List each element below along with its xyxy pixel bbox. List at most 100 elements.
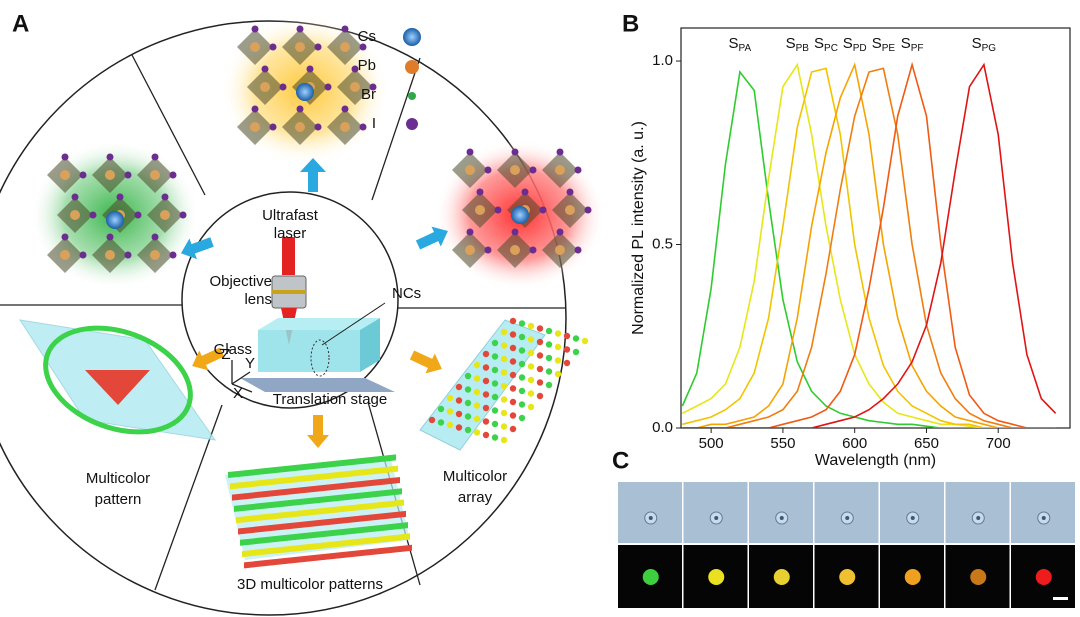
particle-core xyxy=(910,516,915,520)
x-axis-title: Wavelength (nm) xyxy=(815,452,936,469)
stripe xyxy=(236,499,404,524)
atom xyxy=(341,105,349,113)
label: Glass xyxy=(214,341,252,358)
stripe xyxy=(240,522,408,546)
label: NCs xyxy=(392,285,421,302)
arrow xyxy=(180,237,214,260)
particle-core xyxy=(1041,516,1046,520)
particle-core xyxy=(648,516,653,520)
slab xyxy=(419,319,546,451)
array-dot xyxy=(509,317,517,325)
array-dot xyxy=(473,361,481,369)
divider xyxy=(131,54,206,196)
array-dot xyxy=(536,392,544,400)
atom xyxy=(105,250,115,260)
stripe xyxy=(238,510,406,535)
emblem xyxy=(85,370,150,405)
array-dot xyxy=(527,349,535,357)
arrow xyxy=(300,158,326,192)
array-dot xyxy=(509,385,517,392)
array-dot xyxy=(464,372,472,380)
array-dot xyxy=(473,415,481,423)
atom xyxy=(250,42,260,52)
array-dot xyxy=(518,320,526,327)
label: Cs xyxy=(358,28,376,45)
array-dot xyxy=(473,402,481,409)
array-dot xyxy=(527,376,535,384)
array-dot xyxy=(518,347,526,354)
atom xyxy=(269,43,277,51)
atom xyxy=(250,122,260,132)
array-dot xyxy=(437,405,445,413)
array-dot xyxy=(518,333,526,341)
atom xyxy=(161,193,169,201)
atom xyxy=(60,170,70,180)
array-dot xyxy=(500,355,508,363)
y-tick-label: 1.0 xyxy=(652,52,673,69)
array-dot xyxy=(491,407,499,414)
array-dot xyxy=(509,398,517,406)
label: Pb xyxy=(358,57,376,74)
array-dot xyxy=(536,352,544,359)
array-dot xyxy=(500,328,508,336)
array-dot xyxy=(455,383,463,391)
atom xyxy=(251,105,259,113)
series-line xyxy=(682,62,1057,428)
label: Multicolor xyxy=(86,470,150,487)
array-dot xyxy=(446,394,454,402)
atom xyxy=(150,170,160,180)
atom xyxy=(350,82,360,92)
array-dot xyxy=(491,434,499,441)
series-line xyxy=(682,67,1056,428)
stripe xyxy=(244,544,412,569)
array-dot xyxy=(464,413,472,420)
atom xyxy=(134,211,142,219)
array-dot xyxy=(473,375,481,382)
particle-core xyxy=(779,516,784,520)
atom xyxy=(565,205,575,215)
array-dot xyxy=(455,410,463,418)
array-dot xyxy=(572,348,580,356)
nc-region xyxy=(310,339,330,377)
array-dot xyxy=(563,346,571,353)
array-dot xyxy=(518,401,526,408)
atom-icon xyxy=(406,118,418,130)
panel-c xyxy=(618,482,1075,608)
array-dot xyxy=(482,404,490,412)
array-dot xyxy=(500,342,508,349)
series-line xyxy=(682,67,1056,428)
array-dot xyxy=(482,391,490,398)
scale-bar xyxy=(1053,597,1068,600)
atom xyxy=(510,245,520,255)
array-dot xyxy=(563,332,571,340)
atom xyxy=(79,171,87,179)
glass-top xyxy=(258,318,380,330)
array-dot xyxy=(554,357,562,364)
array-dot xyxy=(500,436,508,444)
atom xyxy=(296,105,304,113)
array-dot xyxy=(509,331,517,338)
arrow xyxy=(415,226,448,250)
atom xyxy=(359,43,367,51)
atom xyxy=(465,245,475,255)
label: array xyxy=(458,489,493,506)
panel-a xyxy=(0,15,605,616)
atom xyxy=(79,251,87,259)
pl-spot xyxy=(970,569,987,585)
atom xyxy=(556,228,564,236)
series-label: SPD xyxy=(843,35,867,54)
atom xyxy=(60,250,70,260)
array-dot xyxy=(527,403,535,411)
array-dot xyxy=(563,359,571,367)
atom xyxy=(324,83,332,91)
array-dot xyxy=(509,412,517,419)
atom xyxy=(340,122,350,132)
array-dot xyxy=(509,358,517,365)
center-atom xyxy=(511,206,529,224)
center-atom xyxy=(296,83,314,101)
atom xyxy=(261,65,269,73)
array-dot xyxy=(581,337,589,345)
atom xyxy=(314,43,322,51)
atom xyxy=(306,65,314,73)
